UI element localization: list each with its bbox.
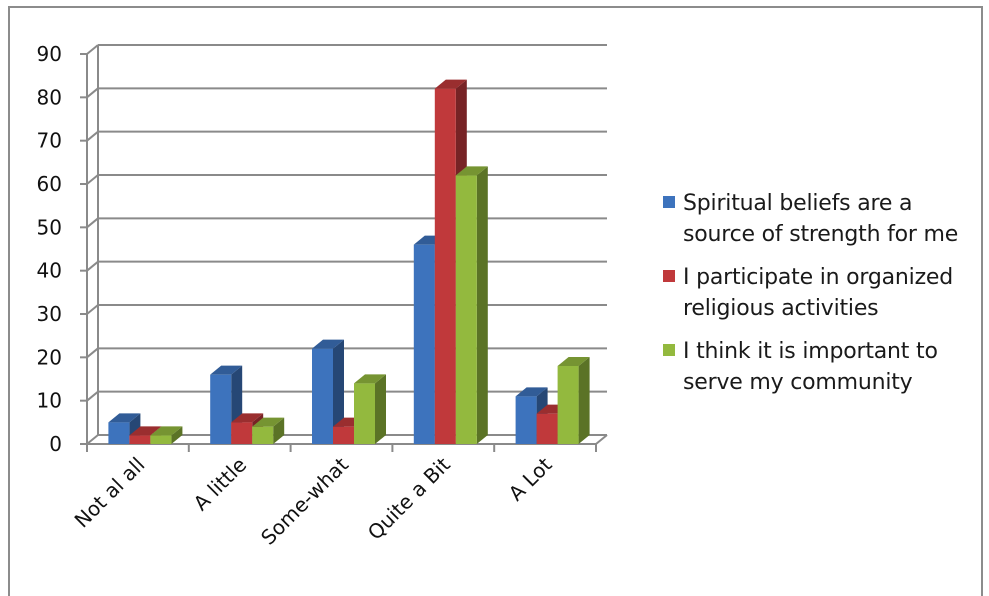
bar [129, 435, 151, 444]
x-tick-label: Not al all [70, 453, 150, 533]
legend-swatch-serve-community [663, 344, 675, 356]
gridline-depth [86, 174, 99, 185]
legend-label-serve-community: I think it is important to serve my comm… [683, 339, 938, 395]
legend-item-spiritual-beliefs: Spiritual beliefs are a source of streng… [663, 188, 983, 250]
bar-top [252, 417, 285, 427]
bar [108, 422, 130, 444]
legend-swatch-spiritual-beliefs [663, 196, 675, 208]
y-tick-label: 0 [49, 432, 62, 456]
y-tick-label: 10 [37, 389, 62, 413]
gridline-depth [86, 347, 99, 359]
legend-item-organized-religious: I participate in organized religious act… [663, 262, 983, 324]
bar [150, 435, 172, 444]
bar [557, 366, 579, 444]
gridline-depth [86, 87, 99, 99]
bar-top [129, 426, 162, 436]
legend-label-spiritual-beliefs: Spiritual beliefs are a source of streng… [683, 191, 959, 247]
bar-side [273, 417, 285, 444]
legend-label-organized-religious: I participate in organized religious act… [683, 265, 954, 321]
bar-top [108, 413, 141, 423]
gridline-depth [86, 434, 99, 445]
chart-legend: Spiritual beliefs are a source of streng… [663, 188, 983, 410]
bar-top [312, 339, 344, 349]
bar-top [354, 374, 386, 384]
bar [333, 426, 354, 444]
bar-top [455, 166, 488, 176]
bar-side [476, 166, 488, 445]
bar-side [578, 357, 590, 444]
x-tick-label: A Lot [504, 452, 557, 505]
bar [312, 348, 333, 444]
bar [354, 383, 375, 444]
chart-frame [8, 6, 983, 596]
bar-top [150, 426, 183, 436]
y-tick-label: 40 [37, 259, 62, 283]
bar-top [557, 357, 590, 366]
x-tick-label: A little [189, 453, 252, 516]
x-tick-label: Some-what [256, 452, 353, 549]
bar [455, 175, 477, 445]
gridline-depth [86, 304, 99, 315]
bar [536, 413, 558, 444]
y-tick-label: 60 [37, 172, 62, 196]
y-tick-label: 90 [37, 42, 62, 66]
bar-top [434, 79, 467, 89]
bar-side [333, 339, 344, 444]
gridline-depth [86, 130, 99, 142]
bar [434, 88, 456, 445]
floor-right-edge [595, 434, 608, 445]
bar-side [171, 426, 183, 444]
bar-top [231, 413, 264, 423]
y-tick-label: 70 [37, 129, 62, 153]
bar [252, 426, 274, 444]
bar-side [375, 374, 386, 444]
legend-item-serve-community: I think it is important to serve my comm… [663, 336, 983, 398]
y-tick-label: 50 [37, 215, 62, 239]
y-tick-label: 20 [37, 345, 62, 369]
bar [231, 422, 253, 444]
y-tick-label: 30 [37, 302, 62, 326]
gridline-depth [86, 260, 99, 272]
bar [210, 374, 232, 444]
gridline-depth [86, 390, 99, 402]
bar-top [210, 365, 243, 375]
gridline-depth [86, 44, 99, 55]
bar-top [515, 387, 548, 397]
gridline-depth [86, 217, 99, 229]
y-tick-label: 80 [37, 85, 62, 109]
x-tick-label: Quite a Bit [363, 452, 455, 544]
legend-swatch-organized-religious [663, 270, 675, 282]
bar [515, 396, 537, 444]
bar [413, 244, 435, 444]
